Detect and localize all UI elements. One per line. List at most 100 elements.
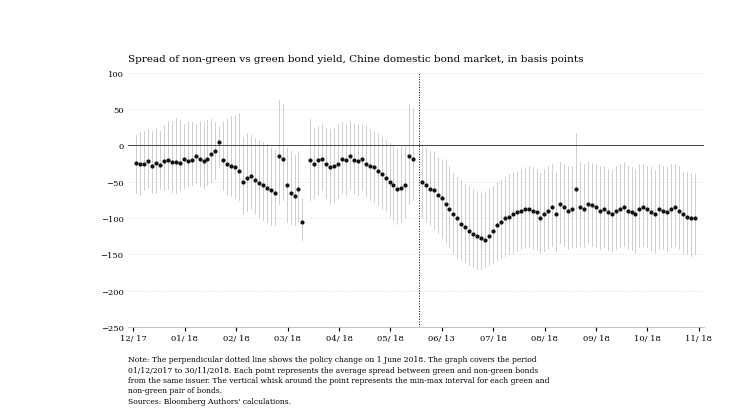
Point [634, 207, 645, 213]
Point [547, 204, 558, 211]
Point [689, 215, 701, 222]
Point [241, 175, 253, 182]
Point [138, 161, 150, 167]
Point [511, 209, 523, 216]
Point [606, 211, 618, 218]
Point [503, 214, 515, 220]
Point [288, 193, 300, 200]
Point [324, 164, 336, 171]
Point [178, 156, 190, 162]
Point [610, 208, 621, 215]
Point [431, 192, 443, 199]
Point [174, 160, 185, 167]
Point [150, 160, 162, 167]
Point [657, 208, 669, 215]
Point [257, 183, 269, 189]
Point [669, 204, 681, 211]
Point [309, 161, 320, 167]
Point [360, 161, 372, 167]
Point [622, 208, 634, 215]
Point [206, 151, 218, 158]
Point [475, 236, 487, 242]
Point [531, 209, 542, 216]
Point [495, 219, 507, 225]
Point [523, 207, 534, 213]
Text: Note: The perpendicular dotted line shows the policy change on 1 June 2018. The : Note: The perpendicular dotted line show… [128, 355, 549, 405]
Text: Spread of non-green vs green bond yield, Chine domestic bond market, in basis po: Spread of non-green vs green bond yield,… [128, 54, 583, 63]
Point [582, 201, 593, 207]
Point [384, 179, 396, 186]
Point [265, 188, 277, 194]
Point [685, 215, 696, 222]
Point [534, 215, 546, 222]
Point [527, 208, 539, 215]
Point [645, 209, 657, 216]
Point [594, 208, 606, 215]
Point [539, 211, 550, 218]
Point [439, 201, 451, 207]
Point [316, 156, 328, 162]
Point [578, 207, 590, 213]
Point [154, 162, 166, 169]
Point [642, 207, 653, 213]
Point [598, 207, 610, 213]
Point [190, 154, 201, 160]
Point [467, 231, 479, 238]
Point [380, 175, 391, 182]
Point [447, 211, 459, 218]
Point [399, 183, 411, 189]
Point [182, 159, 193, 165]
Point [198, 159, 210, 165]
Point [626, 209, 637, 216]
Point [396, 185, 407, 191]
Point [281, 183, 293, 189]
Point [519, 207, 531, 213]
Point [388, 183, 399, 189]
Point [479, 237, 491, 243]
Point [277, 156, 288, 162]
Point [229, 164, 241, 171]
Point [407, 156, 419, 162]
Point [296, 219, 308, 225]
Point [586, 202, 598, 209]
Point [368, 164, 380, 171]
Point [459, 224, 471, 231]
Point [170, 160, 182, 166]
Point [237, 179, 249, 186]
Point [273, 154, 285, 160]
Point [166, 160, 177, 166]
Point [245, 173, 257, 180]
Point [555, 201, 566, 207]
Point [340, 157, 352, 164]
Point [428, 188, 439, 194]
Point [515, 208, 526, 215]
Point [637, 204, 649, 211]
Point [328, 163, 340, 170]
Point [332, 161, 344, 167]
Point [562, 208, 574, 215]
Point [253, 180, 265, 187]
Point [404, 154, 415, 160]
Point [420, 183, 431, 189]
Point [186, 157, 198, 164]
Point [226, 163, 237, 170]
Point [312, 157, 324, 164]
Point [650, 211, 661, 218]
Point [337, 156, 348, 162]
Point [550, 211, 562, 218]
Point [499, 215, 511, 222]
Point [146, 163, 158, 170]
Point [213, 139, 225, 146]
Point [575, 204, 586, 211]
Point [681, 214, 693, 220]
Point [472, 234, 483, 240]
Point [464, 228, 475, 235]
Point [673, 208, 685, 215]
Point [507, 211, 518, 218]
Point [234, 168, 245, 175]
Point [304, 157, 316, 164]
Point [376, 172, 388, 178]
Point [352, 159, 364, 165]
Point [249, 178, 261, 184]
Point [348, 157, 360, 164]
